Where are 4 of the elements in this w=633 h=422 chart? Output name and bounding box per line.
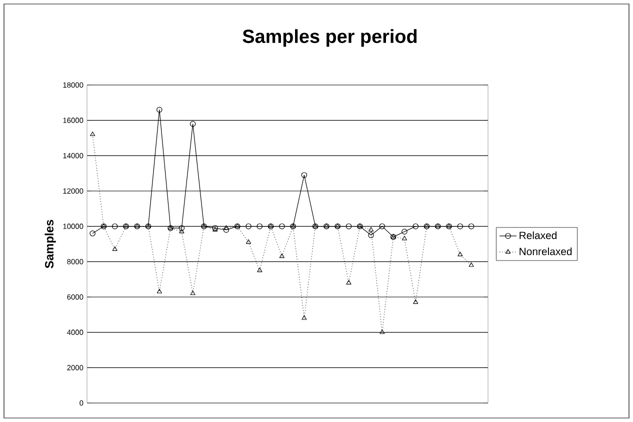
y-axis-title: Samples (44, 220, 56, 268)
legend-label: Relaxed (520, 231, 557, 240)
legend-label: Nonrelaxed (520, 247, 572, 256)
chart-title: Samples per period (242, 29, 417, 47)
